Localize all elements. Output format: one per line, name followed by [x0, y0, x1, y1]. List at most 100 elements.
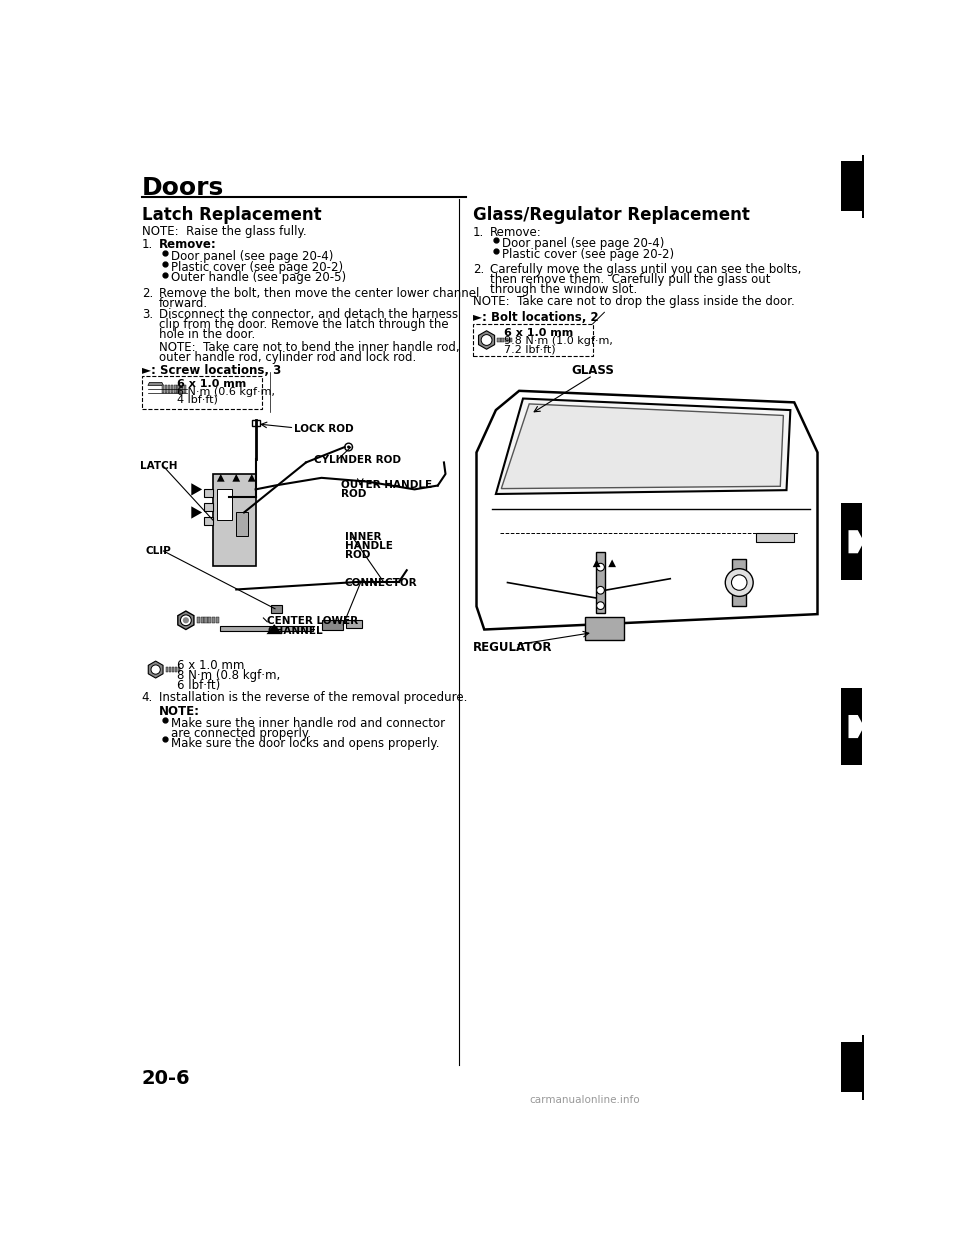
Text: Glass/Regulator Replacement: Glass/Regulator Replacement [472, 206, 750, 224]
Text: INNER: INNER [345, 532, 381, 542]
Bar [252, 420, 259, 426]
Text: forward.: forward. [158, 297, 208, 310]
Bar [201, 617, 204, 623]
Bar [216, 617, 219, 623]
Text: are connected properly.: are connected properly. [171, 727, 311, 739]
Text: OUTER HANDLE: OUTER HANDLE [341, 481, 432, 491]
Text: outer handle rod, cylinder rod and lock rod.: outer handle rod, cylinder rod and lock … [158, 350, 416, 364]
Bar [178, 385, 180, 394]
Text: 2.: 2. [472, 263, 484, 276]
Circle shape [596, 586, 605, 594]
Text: Make sure the inner handle rod and connector: Make sure the inner handle rod and conne… [171, 717, 445, 729]
Bar [204, 489, 213, 497]
Bar [212, 617, 215, 623]
Text: LATCH: LATCH [140, 461, 178, 471]
Text: 9.8 N·m (1.0 kgf·m,: 9.8 N·m (1.0 kgf·m, [504, 337, 612, 347]
Text: GLASS: GLASS [571, 364, 614, 376]
Text: 8 N·m (0.8 kgf·m,: 8 N·m (0.8 kgf·m, [177, 668, 279, 682]
Text: CLIP: CLIP [146, 545, 171, 555]
Bar [213, 474, 255, 566]
Polygon shape [849, 530, 864, 553]
Polygon shape [592, 559, 601, 568]
Circle shape [481, 334, 492, 345]
Circle shape [348, 446, 350, 448]
Text: 6 N·m (0.6 kgf·m,: 6 N·m (0.6 kgf·m, [177, 388, 275, 397]
Text: then remove them.  Carefully pull the glass out: then remove them. Carefully pull the gla… [490, 273, 770, 286]
Circle shape [596, 564, 605, 571]
Text: Make sure the door locks and opens properly.: Make sure the door locks and opens prope… [171, 737, 440, 750]
Polygon shape [248, 474, 255, 482]
Polygon shape [849, 715, 864, 738]
Text: 1.: 1. [142, 238, 153, 251]
Bar [169, 667, 171, 672]
Bar [180, 385, 182, 394]
Bar [509, 338, 512, 343]
Polygon shape [841, 1035, 864, 1100]
Polygon shape [496, 399, 790, 494]
Bar [501, 338, 504, 343]
Bar [175, 667, 178, 672]
Text: carmanualonline.info: carmanualonline.info [530, 1094, 640, 1104]
Text: Door panel (see page 20-4): Door panel (see page 20-4) [502, 237, 664, 250]
Text: CHANNEL: CHANNEL [267, 626, 323, 636]
Polygon shape [476, 391, 818, 630]
Bar [183, 385, 186, 394]
Polygon shape [609, 559, 616, 568]
Text: Door panel (see page 20-4): Door panel (see page 20-4) [171, 250, 333, 263]
Bar [322, 620, 344, 630]
Polygon shape [841, 503, 862, 580]
Text: CONNECTOR: CONNECTOR [345, 578, 418, 587]
Bar [179, 667, 180, 672]
Text: 20-6: 20-6 [142, 1069, 190, 1088]
Text: Remove:: Remove: [490, 226, 541, 238]
Circle shape [151, 664, 160, 674]
Bar [175, 385, 177, 394]
Bar [204, 503, 213, 510]
Circle shape [345, 443, 352, 451]
Bar [197, 617, 200, 623]
Text: HANDLE: HANDLE [345, 542, 393, 551]
Bar [204, 617, 207, 623]
Bar [497, 338, 500, 343]
Text: Outer handle (see page 20-5): Outer handle (see page 20-5) [171, 272, 347, 284]
Text: ►: Bolt locations, 2: ►: Bolt locations, 2 [472, 310, 598, 324]
Bar [756, 533, 794, 542]
Polygon shape [178, 611, 194, 630]
Text: NOTE:  Take care not to bend the inner handle rod,: NOTE: Take care not to bend the inner ha… [158, 340, 460, 354]
Text: 2.: 2. [142, 287, 153, 299]
Bar [472, 324, 592, 356]
Polygon shape [841, 155, 864, 219]
Bar [271, 605, 282, 612]
Bar [165, 385, 167, 394]
Bar [217, 489, 232, 520]
Bar [142, 376, 262, 409]
Circle shape [180, 615, 191, 626]
Bar [168, 385, 170, 394]
Bar [166, 667, 168, 672]
Text: 4 lbf·ft): 4 lbf·ft) [177, 395, 218, 405]
Bar [732, 559, 746, 606]
Text: 6 lbf·ft): 6 lbf·ft) [177, 679, 220, 692]
Text: LOCK ROD: LOCK ROD [295, 424, 354, 433]
Circle shape [596, 602, 605, 610]
Circle shape [732, 575, 747, 590]
Text: Plastic cover (see page 20-2): Plastic cover (see page 20-2) [171, 261, 344, 273]
Text: NOTE:  Raise the glass fully.: NOTE: Raise the glass fully. [142, 225, 306, 237]
Text: Installation is the reverse of the removal procedure.: Installation is the reverse of the remov… [158, 691, 468, 704]
Text: CYLINDER ROD: CYLINDER ROD [314, 455, 400, 465]
Polygon shape [148, 383, 163, 385]
Text: 6 x 1.0 mm: 6 x 1.0 mm [177, 379, 246, 389]
Text: Remove:: Remove: [158, 238, 217, 251]
Bar [162, 385, 164, 394]
Polygon shape [148, 661, 163, 678]
Polygon shape [501, 404, 783, 488]
Text: 1.: 1. [472, 226, 484, 238]
Text: 6 x 1.0 mm: 6 x 1.0 mm [504, 328, 573, 338]
Bar [220, 626, 313, 631]
Polygon shape [267, 625, 282, 635]
Bar [347, 620, 362, 628]
Text: CENTER LOWER: CENTER LOWER [267, 616, 358, 626]
Text: clip from the door. Remove the latch through the: clip from the door. Remove the latch thr… [158, 318, 448, 332]
Text: Disconnect the connector, and detach the harness: Disconnect the connector, and detach the… [158, 308, 458, 322]
Polygon shape [191, 483, 203, 496]
